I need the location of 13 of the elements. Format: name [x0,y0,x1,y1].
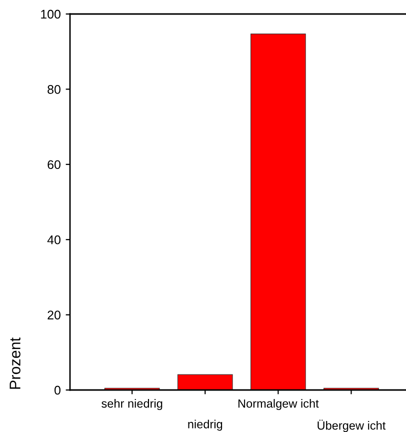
y-tick-label: 40 [47,235,60,244]
y-tick-label: 20 [48,310,60,320]
x-tick-label: Übergew icht [318,420,386,432]
y-tick-label: 60 [48,160,60,170]
x-tick-label: sehr niedrig [102,399,162,410]
y-tick-label: 0 [54,386,60,395]
x-tick-label: Normalgew icht [238,399,319,410]
y-tick-label: 80 [48,85,60,94]
bar [177,374,233,390]
bar [250,34,306,390]
y-axis-title: Prozent [10,337,20,389]
x-tick-label: niedrig [188,420,222,431]
y-tick-label: 100 [41,10,60,19]
